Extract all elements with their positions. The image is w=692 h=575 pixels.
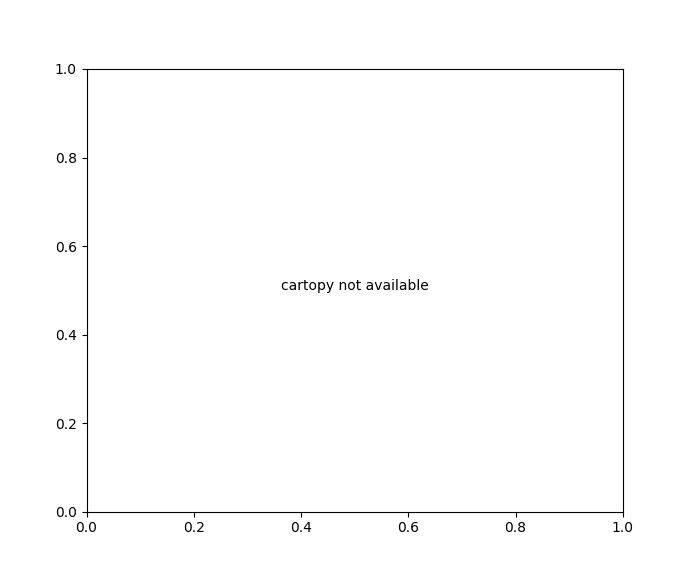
Text: cartopy not available: cartopy not available [281, 279, 428, 293]
